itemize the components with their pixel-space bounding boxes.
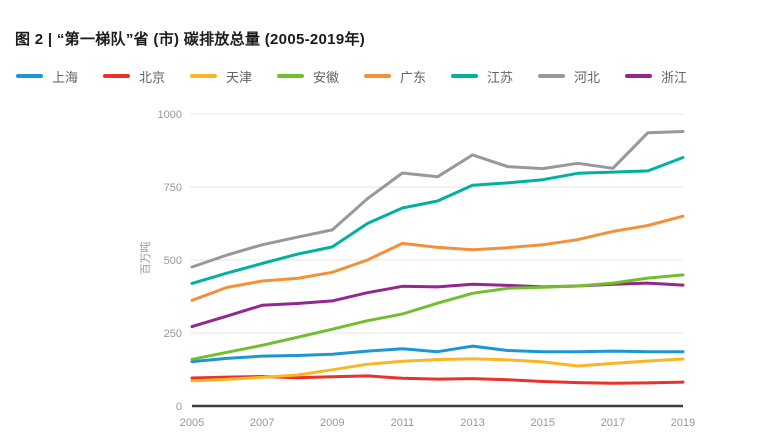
y-tick-label: 750 — [164, 182, 182, 194]
x-tick-label: 2019 — [671, 417, 695, 429]
legend-swatch-icon — [625, 74, 652, 78]
legend-item-北京: 北京 — [103, 67, 190, 86]
legend-swatch-icon — [103, 74, 130, 78]
y-tick-label: 0 — [176, 401, 182, 413]
figure-title: 图 2 | “第一梯队”省 (市) 碳排放总量 (2005-2019年) — [15, 31, 366, 48]
legend-item-广东: 广东 — [364, 67, 451, 86]
legend-label: 浙江 — [661, 69, 688, 85]
legend-item-天津: 天津 — [190, 67, 277, 86]
x-tick-label: 2015 — [530, 417, 554, 429]
x-tick-label: 2011 — [391, 417, 415, 429]
legend-item-江苏: 江苏 — [451, 67, 538, 86]
series-line-广东 — [190, 214, 685, 302]
x-tick-label: 2013 — [460, 417, 484, 429]
legend-swatch-icon — [451, 74, 478, 78]
legend-item-安徽: 安徽 — [277, 67, 364, 86]
legend-label: 河北 — [574, 69, 601, 85]
series-line-上海 — [190, 344, 685, 364]
legend-label: 安徽 — [313, 69, 340, 85]
legend-swatch-icon — [364, 74, 391, 78]
legend-swatch-icon — [190, 74, 217, 78]
series-line-河北 — [190, 130, 685, 269]
legend-label: 江苏 — [487, 69, 514, 85]
y-tick-label: 500 — [164, 255, 182, 267]
legend-swatch-icon — [538, 74, 565, 78]
series-line-江苏 — [190, 156, 685, 285]
x-tick-label: 2007 — [250, 417, 274, 429]
legend-label: 北京 — [139, 69, 166, 85]
legend-label: 广东 — [400, 69, 427, 85]
legend-label: 上海 — [52, 69, 79, 85]
legend-item-上海: 上海 — [16, 67, 103, 86]
legend-item-河北: 河北 — [538, 67, 625, 86]
legend-label: 天津 — [226, 69, 253, 85]
y-tick-label: 1000 — [158, 109, 182, 121]
x-tick-label: 2009 — [320, 417, 344, 429]
y-axis-title: 百万吨 — [139, 242, 152, 275]
y-tick-label: 250 — [164, 328, 182, 340]
x-tick-label: 2005 — [180, 417, 204, 429]
legend-item-浙江: 浙江 — [625, 67, 712, 86]
legend-swatch-icon — [277, 74, 304, 78]
series-line-安徽 — [190, 273, 685, 361]
legend-swatch-icon — [16, 74, 43, 78]
x-tick-label: 2017 — [601, 417, 625, 429]
series-line-浙江 — [190, 281, 685, 329]
chart-legend: 上海 北京 天津 安徽 广东 江苏 河北 浙江 — [16, 66, 761, 86]
series-line-天津 — [190, 357, 685, 383]
